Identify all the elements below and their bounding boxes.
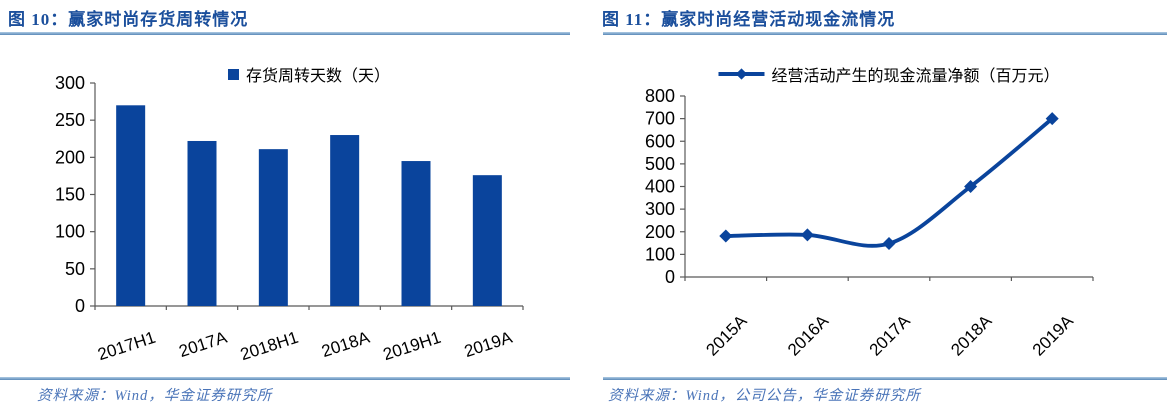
- diamond-marker-icon: [800, 228, 814, 242]
- legend-label: 经营活动产生的现金流量净额（百万元）: [771, 68, 1060, 85]
- inventory-turnover-bar-chart: 0 50 100 150 200 250 300 2017H1 2017A 2018H1 2018A…: [55, 73, 524, 364]
- figure-11-panel: 图 11：赢家时尚经营活动现金流情况 0 100 200 300 400 500 600 70…: [583, 0, 1167, 415]
- x-category-label: 2016A: [784, 311, 833, 360]
- y-tick-label: 300: [645, 199, 675, 219]
- x-category-label: 2018H1: [238, 328, 301, 364]
- y-tick-label: 100: [55, 222, 85, 242]
- y-tick-label: 800: [645, 86, 675, 106]
- source-note: 资料来源：Wind，华金证券研究所: [37, 388, 273, 404]
- figure-11-title: 图 11：赢家时尚经营活动现金流情况: [602, 10, 896, 29]
- x-category-label: 2017A: [177, 328, 230, 361]
- y-tick-label: 0: [75, 296, 85, 316]
- bar-chart-container: 0 50 100 150 200 250 300 2017H1 2017A 2018H1 2018A…: [0, 40, 583, 380]
- x-category-label: 2017H1: [95, 328, 158, 364]
- x-category-label: 2019A: [1029, 311, 1078, 360]
- legend: 存货周转天数（天）: [227, 62, 391, 86]
- y-tick-label: 700: [645, 109, 675, 129]
- y-tick-label: 50: [65, 259, 85, 279]
- figure-10-panel: 图 10：赢家时尚存货周转情况 0 50 100 150 200 250 300 2017H1…: [0, 0, 583, 415]
- title-divider: [0, 32, 570, 35]
- bar: [187, 140, 217, 306]
- x-category-label: 2019A: [462, 328, 515, 361]
- bar: [116, 105, 146, 306]
- y-tick-label: 100: [645, 244, 675, 264]
- source-divider: [603, 377, 1167, 380]
- title-divider: [603, 32, 1167, 35]
- y-tick-label: 200: [55, 147, 85, 167]
- y-tick-label: 400: [645, 177, 675, 197]
- x-category-label: 2015A: [702, 311, 751, 360]
- y-tick-label: 250: [55, 110, 85, 130]
- x-category-label: 2018A: [319, 328, 372, 361]
- bar: [258, 149, 288, 306]
- source-divider: [0, 377, 570, 380]
- y-tick-label: 300: [55, 73, 85, 93]
- line-chart-container: 0 100 200 300 400 500 600 700 800 2015A 2016A 2017A…: [583, 40, 1167, 380]
- x-category-label: 2017A: [866, 311, 915, 360]
- diamond-marker-icon: [882, 237, 896, 251]
- diamond-icon: [735, 68, 748, 80]
- bar: [472, 175, 502, 306]
- x-category-label: 2018A: [947, 311, 996, 360]
- legend-line-marker-icon: [718, 68, 765, 80]
- x-category-label: 2019H1: [381, 328, 444, 364]
- source-note: 资料来源：Wind，公司公告，华金证券研究所: [608, 388, 921, 404]
- y-tick-label: 600: [645, 131, 675, 151]
- y-tick-label: 150: [55, 185, 85, 205]
- bar: [330, 135, 360, 306]
- y-tick-label: 500: [645, 154, 675, 174]
- bar: [401, 161, 431, 306]
- diamond-marker-icon: [719, 229, 733, 243]
- series-line: [723, 116, 1055, 248]
- legend: 经营活动产生的现金流量净额（百万元）: [718, 62, 1060, 86]
- figure-10-title: 图 10：赢家时尚存货周转情况: [8, 10, 249, 29]
- legend-square-marker-icon: [227, 68, 239, 80]
- y-tick-label: 200: [645, 222, 675, 242]
- legend-label: 存货周转天数（天）: [245, 68, 391, 85]
- y-tick-label: 0: [665, 267, 675, 287]
